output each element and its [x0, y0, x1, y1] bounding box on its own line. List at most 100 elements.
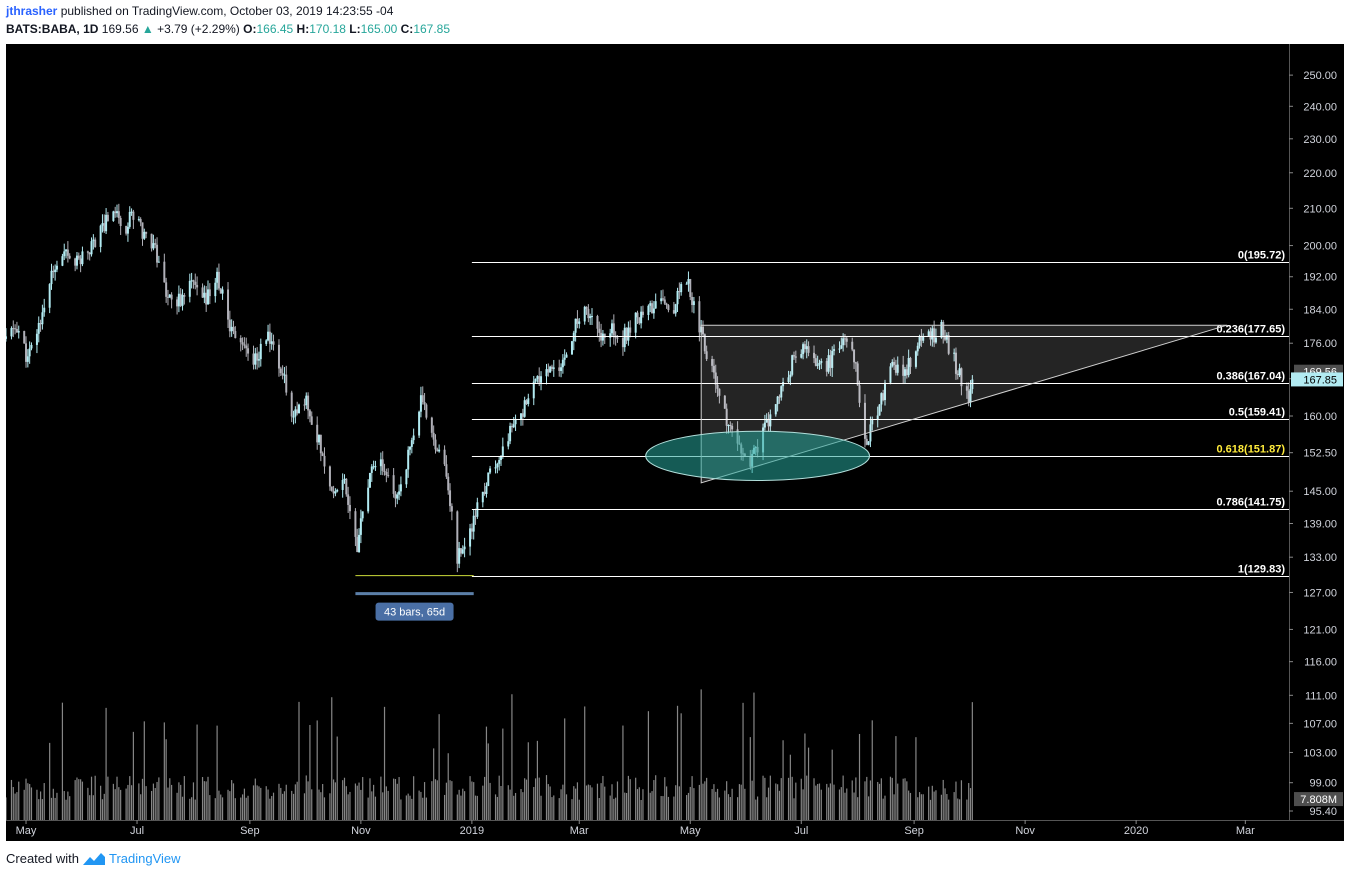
volume-bar — [948, 799, 950, 820]
volume-bar — [613, 798, 615, 820]
volume-bar — [655, 775, 657, 820]
candle-body — [472, 515, 475, 532]
candle-body — [545, 369, 548, 377]
volume-bar — [232, 783, 235, 820]
volume-bar — [447, 753, 449, 820]
volume-bar — [609, 795, 611, 820]
volume-bar — [920, 794, 922, 820]
volume-bar — [183, 776, 185, 820]
volume-bar — [935, 790, 937, 820]
volume-bar — [229, 791, 231, 820]
volume-bar — [904, 778, 906, 820]
volume-bar — [252, 785, 255, 820]
volume-bar — [968, 783, 970, 820]
volume-bar — [680, 713, 682, 820]
volume-bar — [336, 736, 338, 820]
volume-bar — [74, 780, 76, 820]
volume-bar — [906, 781, 908, 820]
candle-body — [680, 284, 683, 293]
candle-body — [432, 432, 435, 440]
candle-body — [307, 395, 310, 411]
volume-bar — [129, 776, 131, 820]
candle-body — [525, 400, 528, 405]
volume-bar — [817, 783, 819, 820]
volume-bar — [181, 796, 184, 820]
candle-body — [256, 353, 259, 361]
volume-bar — [716, 788, 719, 820]
volume-bar — [585, 785, 588, 820]
volume-bar — [775, 783, 777, 820]
candle-body — [405, 469, 408, 485]
volume-bar — [673, 796, 675, 820]
candle-body — [687, 279, 690, 284]
candle-body — [55, 265, 58, 270]
candle-body — [194, 281, 197, 285]
volume-bar — [342, 780, 344, 820]
candle-body — [661, 298, 664, 300]
candle-body — [321, 453, 324, 456]
candle-body — [374, 466, 377, 468]
candle-body — [192, 280, 195, 282]
candle-body — [891, 361, 894, 367]
candle-body — [297, 404, 300, 414]
volume-bar — [740, 784, 742, 820]
candle-body — [691, 296, 694, 306]
volume-bar — [254, 778, 256, 820]
candle-body — [638, 317, 641, 324]
candle-body — [705, 351, 708, 360]
candle-body — [858, 385, 861, 403]
volume-bar — [689, 786, 691, 820]
price-tag-label: 167.85 — [1303, 374, 1337, 386]
volume-bar — [908, 790, 910, 820]
candle-body — [336, 489, 339, 492]
volume-bar — [565, 794, 568, 820]
volume-bar — [87, 787, 89, 820]
candle-body — [827, 355, 830, 372]
candle-body — [296, 409, 299, 414]
tradingview-link[interactable]: TradingView — [108, 851, 181, 866]
volume-bar — [953, 792, 955, 820]
volume-bar — [647, 711, 650, 820]
price-axis-background — [1289, 44, 1344, 820]
y-tick-label: 200.00 — [1303, 241, 1337, 253]
candle-body — [474, 515, 477, 517]
candle-body — [65, 249, 68, 252]
volume-bar — [191, 797, 193, 820]
volume-bar — [855, 777, 857, 820]
author-link[interactable]: jthrasher — [6, 4, 58, 18]
tradingview-logo-icon — [82, 852, 105, 865]
price-chart[interactable]: 0(195.72) 0.236(177.65) 0.386(167.04) 0.5(1… — [5, 44, 1344, 841]
candle-body — [117, 211, 120, 218]
volume-bar — [946, 794, 948, 820]
volume-bar — [802, 789, 804, 820]
volume-bar — [474, 795, 477, 820]
candle-body — [660, 298, 663, 302]
price-tag-label: 7.808M — [1300, 794, 1337, 806]
volume-bar — [602, 775, 604, 820]
candle-body — [481, 491, 484, 503]
candle-body — [30, 344, 33, 349]
volume-bar — [63, 791, 65, 820]
volume-bar — [933, 791, 935, 820]
volume-bar — [496, 796, 498, 820]
candle-body — [341, 479, 344, 490]
candle-body — [308, 410, 311, 417]
volume-bar — [698, 784, 700, 820]
candle-body — [347, 494, 350, 505]
volume-bar — [234, 798, 236, 820]
candle-body — [763, 422, 766, 428]
volume-bar — [826, 783, 828, 820]
candle-body — [443, 449, 446, 465]
volume-bar — [864, 781, 866, 820]
volume-bar — [889, 776, 892, 820]
candle-body — [871, 419, 874, 425]
chart-area[interactable]: 0(195.72) 0.236(177.65) 0.386(167.04) 0.5(1… — [5, 44, 1344, 841]
volume-bar — [558, 798, 560, 820]
candle-body — [348, 504, 351, 512]
candle-body — [37, 322, 40, 334]
candle-body — [434, 439, 437, 450]
candle-body — [840, 345, 843, 349]
candle-body — [270, 341, 273, 344]
volume-bar — [256, 785, 258, 820]
volume-bar — [831, 749, 833, 820]
